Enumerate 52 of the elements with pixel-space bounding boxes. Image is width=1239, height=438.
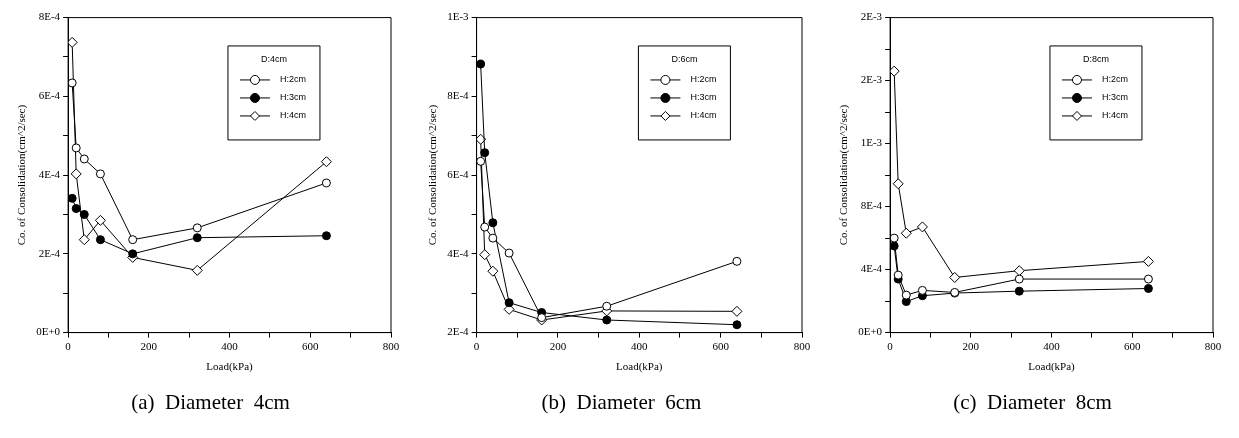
x-tick-label: 0: [473, 340, 480, 353]
y-tick-label: 8E-4: [447, 89, 470, 102]
legend-title: D:8cm: [1082, 54, 1109, 65]
text: (a) Diameter 4cm: [131, 390, 290, 415]
x-tick-label: 800: [382, 340, 400, 353]
legend-label: H:4cm: [1101, 110, 1128, 121]
y-tick-label: 4E-4: [447, 246, 470, 259]
y-tick-label: 0E+0: [36, 325, 61, 338]
x-tick-label: 200: [549, 340, 567, 353]
y-axis-title: Co. of Consolidation(cm^2/sec): [15, 104, 29, 246]
x-tick-label: 600: [1124, 340, 1142, 353]
legend-label: H:3cm: [1101, 92, 1128, 103]
y-tick-label: 2E-4: [447, 325, 470, 338]
legend-title: D:4cm: [260, 54, 287, 65]
y-tick-label: 2E-3: [860, 10, 883, 23]
x-tick-label: 800: [1204, 340, 1222, 353]
x-tick-label: 200: [962, 340, 980, 353]
legend-title: D:6cm: [671, 54, 698, 65]
y-tick-label: 8E-4: [38, 10, 61, 23]
y-tick-label: 2E-3: [860, 73, 883, 86]
legend-label: H:3cm: [279, 92, 306, 103]
y-tick-label: 8E-4: [860, 199, 883, 212]
text: (c) Diameter 8cm: [953, 390, 1112, 415]
y-tick-label: 1E-3: [860, 136, 883, 149]
x-tick-label: 600: [302, 340, 320, 353]
y-tick-label: 0E+0: [858, 325, 883, 338]
text: (b) Diameter 6cm: [541, 390, 702, 415]
x-tick-label: 0: [65, 340, 72, 353]
y-tick-label: 4E-4: [860, 262, 883, 275]
x-axis-title: Load(kPa): [1028, 360, 1076, 374]
legend-label: H:4cm: [690, 110, 717, 121]
y-tick-label: 1E-3: [447, 10, 470, 23]
legend-label: H:2cm: [690, 74, 717, 85]
legend-label: H:4cm: [279, 110, 306, 121]
legend-label: H:2cm: [1101, 74, 1128, 85]
x-axis-title: Load(kPa): [206, 360, 254, 374]
x-tick-label: 200: [140, 340, 158, 353]
y-axis-title: Co. of Consolidation(cm^2/sec): [837, 104, 851, 246]
x-tick-label: 400: [1043, 340, 1061, 353]
x-tick-label: 400: [631, 340, 649, 353]
x-tick-label: 800: [793, 340, 811, 353]
x-tick-label: 0: [887, 340, 894, 353]
y-tick-label: 6E-4: [447, 167, 470, 180]
x-tick-label: 600: [712, 340, 730, 353]
x-axis-title: Load(kPa): [616, 360, 663, 374]
y-tick-label: 6E-4: [38, 89, 61, 102]
y-tick-label: 2E-4: [38, 246, 61, 259]
y-axis-title: Co. of Consolidation(cm^2/sec): [426, 104, 440, 246]
x-tick-label: 400: [221, 340, 239, 353]
legend-label: H:3cm: [690, 92, 717, 103]
legend-label: H:2cm: [279, 74, 306, 85]
y-tick-label: 4E-4: [38, 167, 61, 180]
